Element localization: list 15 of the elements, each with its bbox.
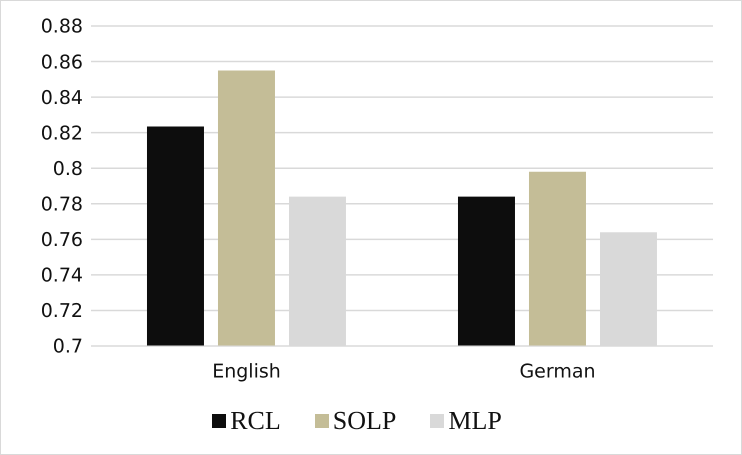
y-tick-label: 0.82 bbox=[40, 122, 83, 144]
y-tick-label: 0.86 bbox=[40, 51, 83, 74]
legend-label: SOLP bbox=[332, 406, 396, 436]
legend-label: RCL bbox=[229, 406, 281, 436]
y-tick-label: 0.74 bbox=[40, 264, 83, 287]
y-tick-label: 0.88 bbox=[40, 16, 83, 38]
y-tick-label: 0.78 bbox=[40, 194, 83, 216]
y-tick-label: 0.84 bbox=[40, 86, 83, 109]
y-tick-label: 0.7 bbox=[52, 336, 83, 358]
x-tick-label: German bbox=[519, 360, 596, 382]
legend-label: MLP bbox=[447, 406, 502, 436]
y-tick-label: 0.76 bbox=[40, 229, 83, 252]
y-tick-label: 0.72 bbox=[40, 300, 83, 322]
x-tick-label: English bbox=[212, 360, 281, 382]
y-tick-label: 0.8 bbox=[52, 158, 83, 180]
